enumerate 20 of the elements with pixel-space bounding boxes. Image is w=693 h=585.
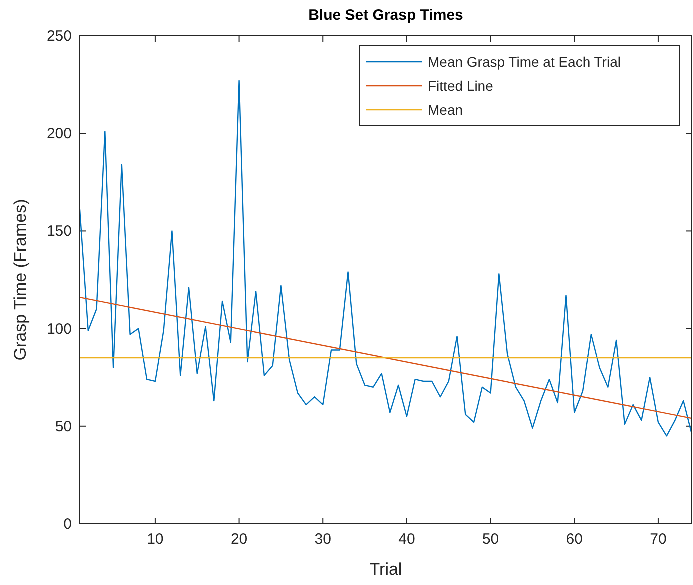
y-axis-title: Grasp Time (Frames) [11, 199, 30, 361]
y-tick-label: 50 [55, 418, 72, 436]
x-tick-label: 20 [230, 531, 248, 548]
chart-title: Blue Set Grasp Times [308, 7, 464, 24]
y-tick-label: 100 [46, 320, 72, 338]
x-axis-title: Trial [370, 560, 402, 579]
x-tick-label: 10 [147, 531, 164, 548]
y-tick-label: 200 [46, 126, 72, 143]
x-tick-label: 60 [566, 531, 583, 548]
x-tick-label: 30 [314, 531, 332, 548]
x-tick-label: 40 [398, 531, 416, 548]
y-tick-label: 150 [46, 223, 72, 240]
legend-label: Fitted Line [428, 78, 494, 94]
legend-label: Mean [428, 102, 464, 118]
x-tick-label: 50 [482, 531, 500, 548]
x-tick-label: 70 [650, 531, 667, 548]
line-series [79, 80, 693, 437]
legend-label: Mean Grasp Time at Each Trial [428, 54, 621, 70]
y-tick-label: 0 [64, 516, 72, 533]
y-tick-label: 250 [46, 28, 72, 45]
